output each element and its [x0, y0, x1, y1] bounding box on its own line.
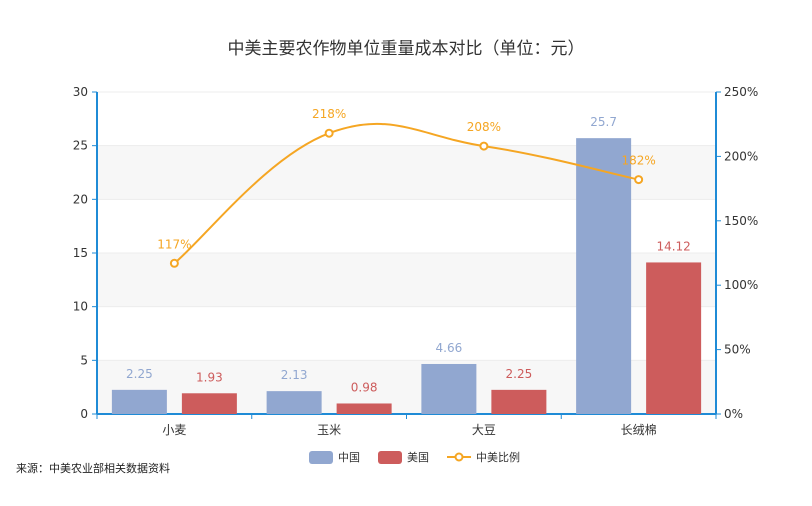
x-tick-label: 小麦	[162, 423, 186, 437]
ratio-point	[634, 175, 644, 185]
y-right-tick-label: 0%	[724, 407, 743, 421]
bar-data-label: 2.25	[126, 367, 153, 381]
y-left-tick-label: 30	[73, 85, 88, 99]
ratio-data-label: 182%	[621, 154, 655, 168]
bar-china	[576, 138, 632, 415]
y-right-tick-label: 100%	[724, 278, 758, 292]
source-note: 来源：中美农业部相关数据资料	[16, 462, 170, 475]
bar-usa	[491, 389, 547, 414]
bar-china	[266, 391, 322, 414]
bar-usa	[336, 403, 392, 414]
y-left-tick-label: 20	[73, 192, 88, 206]
bar-data-label: 14.12	[656, 239, 690, 253]
y-left-tick-label: 0	[80, 407, 88, 421]
legend-label: 中国	[338, 451, 360, 464]
bar-data-label: 0.98	[351, 380, 378, 394]
y-left-tick-label: 15	[73, 246, 88, 260]
y-right-tick-label: 50%	[724, 343, 751, 357]
y-left-tick-label: 10	[73, 300, 88, 314]
bar-usa	[181, 393, 237, 414]
ratio-point	[324, 128, 334, 138]
bar-china	[421, 363, 477, 414]
bar-usa	[646, 262, 702, 414]
bar-data-label: 1.93	[196, 370, 223, 384]
bar-data-label: 25.7	[590, 115, 617, 129]
plot-band	[97, 92, 716, 146]
ratio-point	[169, 258, 179, 268]
x-tick-label: 长绒棉	[621, 423, 657, 437]
ratio-line	[173, 122, 639, 265]
y-left-tick-label: 25	[73, 139, 88, 153]
legend-label: 美国	[407, 451, 429, 464]
ratio-data-label: 218%	[312, 107, 346, 121]
y-right-tick-label: 200%	[724, 149, 758, 163]
legend-label: 中美比例	[476, 450, 520, 464]
y-right-tick-label: 150%	[724, 214, 758, 228]
bar-data-label: 4.66	[436, 341, 463, 355]
chart-title: 中美主要农作物单位重量成本对比（单位：元）	[227, 39, 585, 59]
bar-china	[111, 389, 167, 414]
ratio-data-label: 117%	[157, 237, 191, 251]
x-tick-label: 玉米	[317, 423, 341, 437]
legend-swatch	[378, 451, 402, 464]
legend-line-marker	[454, 452, 464, 462]
y-left-tick-label: 5	[80, 353, 88, 367]
bar-data-label: 2.25	[506, 367, 533, 381]
legend-swatch	[309, 451, 333, 464]
ratio-data-label: 208%	[467, 120, 501, 134]
ratio-point	[479, 141, 489, 151]
y-right-tick-label: 250%	[724, 85, 758, 99]
bar-data-label: 2.13	[281, 368, 308, 382]
x-tick-label: 大豆	[472, 423, 496, 437]
